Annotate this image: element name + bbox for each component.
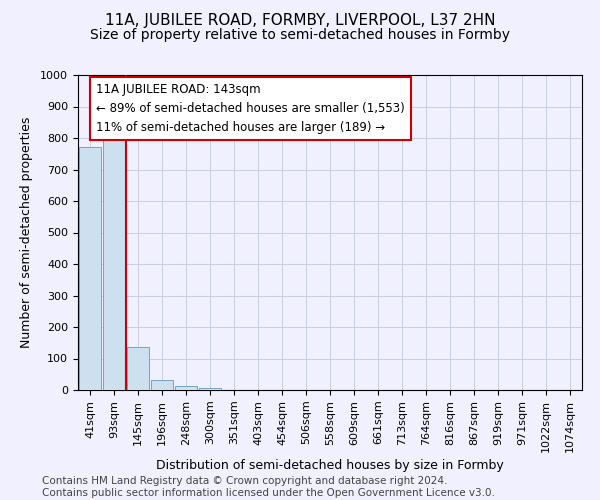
Y-axis label: Number of semi-detached properties: Number of semi-detached properties bbox=[20, 117, 34, 348]
Bar bbox=[79, 148, 101, 390]
Text: 11A, JUBILEE ROAD, FORMBY, LIVERPOOL, L37 2HN: 11A, JUBILEE ROAD, FORMBY, LIVERPOOL, L3… bbox=[105, 12, 495, 28]
Bar bbox=[175, 386, 197, 390]
Text: Size of property relative to semi-detached houses in Formby: Size of property relative to semi-detach… bbox=[90, 28, 510, 42]
Bar bbox=[103, 136, 125, 390]
Bar bbox=[127, 347, 149, 390]
Text: Contains HM Land Registry data © Crown copyright and database right 2024.
Contai: Contains HM Land Registry data © Crown c… bbox=[42, 476, 495, 498]
Bar bbox=[199, 388, 221, 390]
Text: 11A JUBILEE ROAD: 143sqm
← 89% of semi-detached houses are smaller (1,553)
11% o: 11A JUBILEE ROAD: 143sqm ← 89% of semi-d… bbox=[96, 83, 405, 134]
Bar bbox=[151, 380, 173, 390]
X-axis label: Distribution of semi-detached houses by size in Formby: Distribution of semi-detached houses by … bbox=[156, 458, 504, 471]
